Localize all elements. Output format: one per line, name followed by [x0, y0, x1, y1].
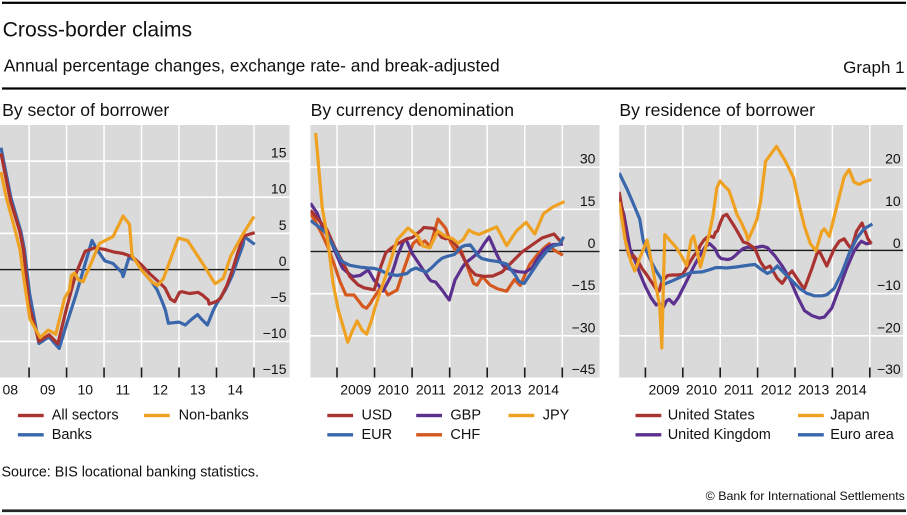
svg-text:−30: −30: [572, 319, 596, 335]
svg-text:10: 10: [271, 181, 287, 197]
svg-text:2010: 2010: [686, 382, 717, 398]
svg-text:Non-banks: Non-banks: [179, 408, 249, 424]
svg-text:20: 20: [885, 151, 901, 167]
svg-text:−10: −10: [877, 277, 901, 293]
svg-text:−20: −20: [877, 319, 901, 335]
svg-text:United Kingdom: United Kingdom: [668, 427, 771, 443]
svg-text:EUR: EUR: [362, 427, 393, 443]
svg-text:JPY: JPY: [543, 408, 570, 424]
svg-text:10: 10: [78, 382, 94, 398]
svg-text:2013: 2013: [490, 382, 521, 398]
svg-text:GBP: GBP: [450, 408, 481, 424]
svg-text:Annual percentage changes, exc: Annual percentage changes, exchange rate…: [4, 56, 500, 76]
svg-text:2013: 2013: [798, 382, 829, 398]
svg-text:2009: 2009: [340, 382, 371, 398]
svg-text:−30: −30: [877, 361, 901, 377]
svg-text:Euro area: Euro area: [830, 427, 895, 443]
svg-text:By residence of borrower: By residence of borrower: [619, 100, 815, 120]
svg-text:CHF: CHF: [450, 427, 480, 443]
svg-text:5: 5: [279, 217, 287, 233]
svg-text:08: 08: [3, 382, 19, 398]
svg-text:2014: 2014: [836, 382, 867, 398]
svg-text:2012: 2012: [453, 382, 484, 398]
svg-text:Source: BIS locational banking: Source: BIS locational banking statistic…: [2, 464, 259, 480]
svg-text:0: 0: [588, 235, 596, 251]
svg-text:Graph 1: Graph 1: [843, 58, 904, 77]
svg-text:Banks: Banks: [52, 427, 92, 443]
svg-text:USD: USD: [362, 408, 393, 424]
svg-text:13: 13: [190, 382, 206, 398]
svg-text:2010: 2010: [378, 382, 409, 398]
svg-text:United States: United States: [668, 408, 755, 424]
svg-text:2011: 2011: [724, 382, 754, 398]
svg-text:0: 0: [279, 253, 287, 269]
svg-text:© Bank for International Settl: © Bank for International Settlements: [706, 489, 905, 503]
svg-text:By currency denomination: By currency denomination: [311, 100, 514, 120]
svg-text:−15: −15: [572, 277, 596, 293]
svg-text:15: 15: [580, 193, 596, 209]
svg-text:Japan: Japan: [830, 408, 870, 424]
svg-text:10: 10: [885, 193, 901, 209]
svg-text:12: 12: [152, 382, 168, 398]
svg-text:14: 14: [227, 382, 243, 398]
svg-text:0: 0: [893, 235, 901, 251]
svg-text:−5: −5: [271, 289, 287, 305]
svg-text:−45: −45: [572, 361, 596, 377]
svg-text:−10: −10: [263, 325, 287, 341]
svg-text:−15: −15: [263, 361, 287, 377]
svg-text:11: 11: [116, 382, 131, 398]
svg-text:09: 09: [40, 382, 56, 398]
svg-text:15: 15: [271, 145, 287, 161]
svg-text:2014: 2014: [528, 382, 559, 398]
svg-text:By sector of borrower: By sector of borrower: [2, 100, 169, 120]
svg-text:All sectors: All sectors: [52, 408, 119, 424]
svg-text:Cross-border claims: Cross-border claims: [3, 19, 193, 42]
svg-text:2012: 2012: [761, 382, 792, 398]
svg-text:2011: 2011: [416, 382, 446, 398]
svg-text:30: 30: [580, 151, 596, 167]
svg-text:2009: 2009: [649, 382, 680, 398]
